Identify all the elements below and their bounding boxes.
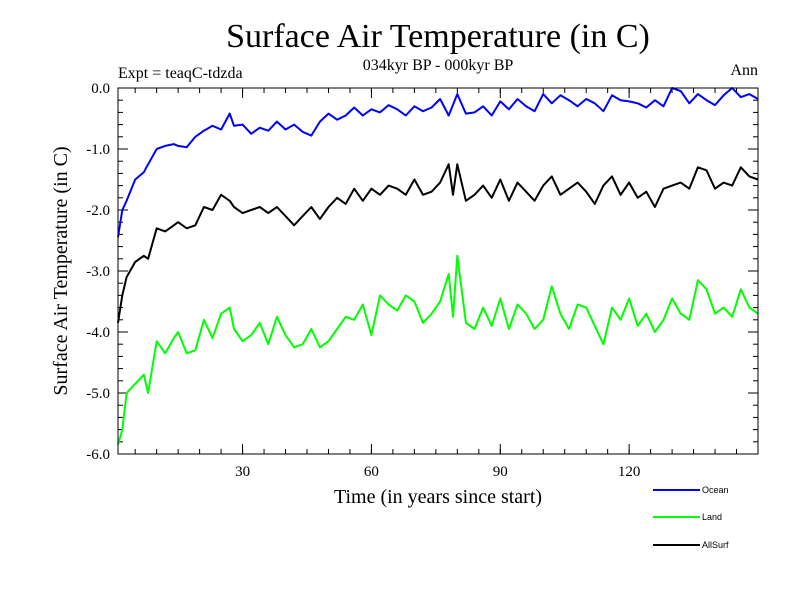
x-axis-label: Time (in years since start): [334, 486, 542, 508]
y-tick-label: -6.0: [86, 447, 110, 463]
x-tick-label: 30: [235, 464, 250, 480]
y-tick-label: -4.0: [86, 325, 110, 341]
chart-subtitle: 034kyr BP - 000kyr BP: [363, 57, 514, 74]
y-tick-label: -1.0: [86, 142, 110, 158]
period-label: Ann: [730, 62, 758, 79]
y-tick-label: -5.0: [86, 386, 110, 402]
legend-label-ocean: Ocean: [702, 485, 729, 495]
x-tick-label: 90: [493, 464, 508, 480]
legend-label-allsurf: AllSurf: [702, 540, 729, 550]
x-tick-label: 60: [364, 464, 379, 480]
experiment-label: Expt = teaqC-tdzda: [118, 65, 243, 82]
legend: Ocean Land AllSurf: [653, 485, 729, 550]
chart-title: Surface Air Temperature (in C): [226, 18, 650, 55]
series-line-allsurf: [117, 163, 759, 324]
y-tick-label: -3.0: [86, 264, 110, 280]
legend-label-land: Land: [702, 512, 722, 522]
plot-area: 0.0 -1.0 -2.0 -3.0 -4.0 -5.0 -6.0 30 60 90 120: [86, 81, 759, 480]
plot-frame: [117, 87, 759, 455]
y-tick-label: 0.0: [91, 81, 110, 97]
y-axis-label: Surface Air Temperature (in C): [50, 146, 72, 395]
x-tick-label: 120: [618, 464, 641, 480]
y-tick-label: -2.0: [86, 203, 110, 219]
series-line-ocean: [117, 87, 759, 238]
series-layer: [117, 87, 759, 446]
series-line-land: [117, 254, 759, 446]
